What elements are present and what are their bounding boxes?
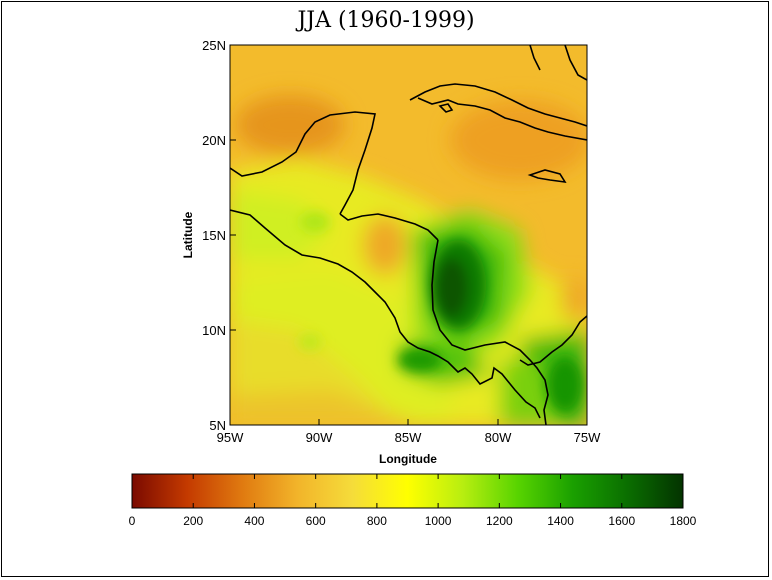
colorbar-tick-label: 1400: [547, 514, 574, 528]
map-title: JJA (1960-1999): [297, 8, 475, 33]
heat-field: [230, 45, 587, 425]
y-tick-label: 20N: [202, 133, 226, 148]
coastlines: [230, 45, 587, 425]
colorbar-tick-label: 1000: [425, 514, 452, 528]
colorbar-tick-label: 1600: [608, 514, 635, 528]
x-tick-label: 80W: [485, 430, 512, 445]
colorbar-ticks: 0 200 400 600 800 1000 1200 1400 1600 1800: [129, 474, 697, 528]
y-tick-label: 10N: [202, 323, 226, 338]
x-tick-label: 95W: [217, 430, 244, 445]
colorbar-tick-label: 200: [183, 514, 203, 528]
y-axis-label: Latitude: [181, 211, 195, 258]
x-tick-label: 85W: [395, 430, 422, 445]
colorbar-tick-label: 600: [306, 514, 326, 528]
axis-ticks: [229, 44, 588, 426]
colorbar: [132, 474, 683, 508]
colorbar-tick-label: 0: [129, 514, 136, 528]
x-axis-label: Longitude: [379, 452, 437, 466]
colorbar-tick-label: 1200: [486, 514, 513, 528]
y-tick-label: 25N: [202, 38, 226, 53]
colorbar-tick-label: 400: [244, 514, 264, 528]
colorbar-tick-label: 800: [367, 514, 387, 528]
y-tick-label: 5N: [209, 418, 226, 433]
colorbar-tick-label: 1800: [670, 514, 697, 528]
x-tick-label: 75W: [574, 430, 601, 445]
colorbar-border: [131, 473, 684, 509]
y-tick-label: 15N: [202, 228, 226, 243]
x-tick-label: 90W: [306, 430, 333, 445]
